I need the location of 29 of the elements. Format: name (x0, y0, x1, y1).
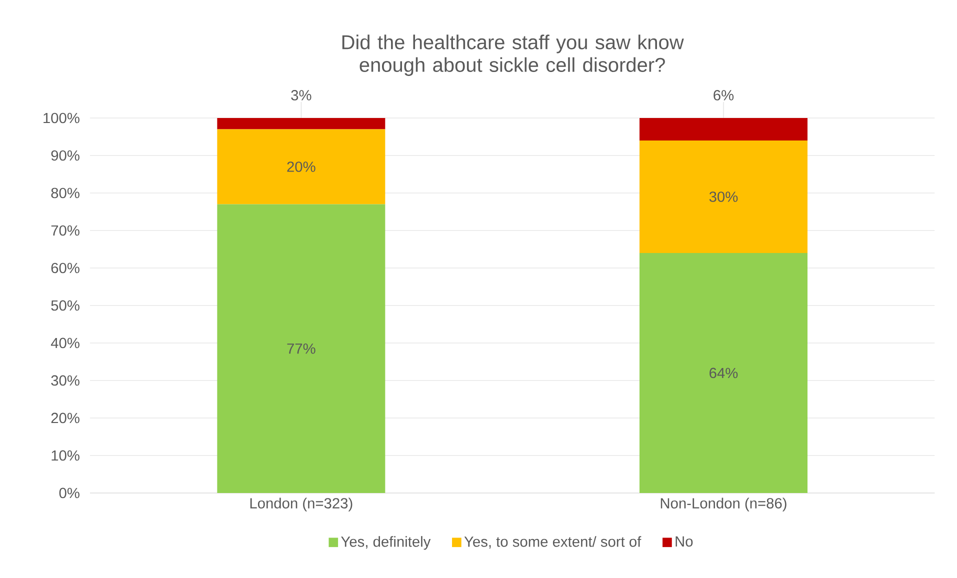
y-tick-label: 0% (59, 488, 80, 498)
data-label: 64% (710, 368, 738, 378)
y-tick-label: 80% (51, 188, 80, 198)
y-tick-label: 70% (51, 225, 80, 236)
data-label: 6% (714, 90, 734, 100)
data-label: 3% (291, 90, 312, 100)
y-tick-label: 30% (51, 375, 80, 386)
y-tick-label: 100% (44, 112, 80, 124)
bar (640, 252, 808, 493)
legend-label: Yes, definitely (341, 536, 431, 550)
chart-title: Did the healthcare staff you saw know enough about sickle cell disorder? (342, 34, 684, 76)
y-tick-label: 90% (51, 150, 80, 161)
data-label: 77% (287, 343, 316, 354)
y-tick-label: 50% (51, 300, 80, 311)
y-tick-label: 20% (51, 412, 80, 424)
y-tick-label: 60% (51, 262, 80, 274)
bar (640, 140, 808, 253)
bar (217, 129, 386, 204)
bar (217, 118, 386, 130)
data-label: 30% (709, 192, 738, 202)
x-tick-label: Non-London (n=86) (660, 498, 786, 512)
y-tick-label: 10% (52, 450, 80, 461)
y-tick-label: 40% (50, 338, 80, 348)
legend-label: No (676, 536, 693, 547)
legend-label: Yes, to some extent/ sort of (464, 536, 642, 549)
x-tick-label: London (n=323) (250, 498, 352, 512)
bar (217, 204, 386, 493)
bar (640, 118, 808, 140)
data-label: 20% (287, 162, 316, 172)
